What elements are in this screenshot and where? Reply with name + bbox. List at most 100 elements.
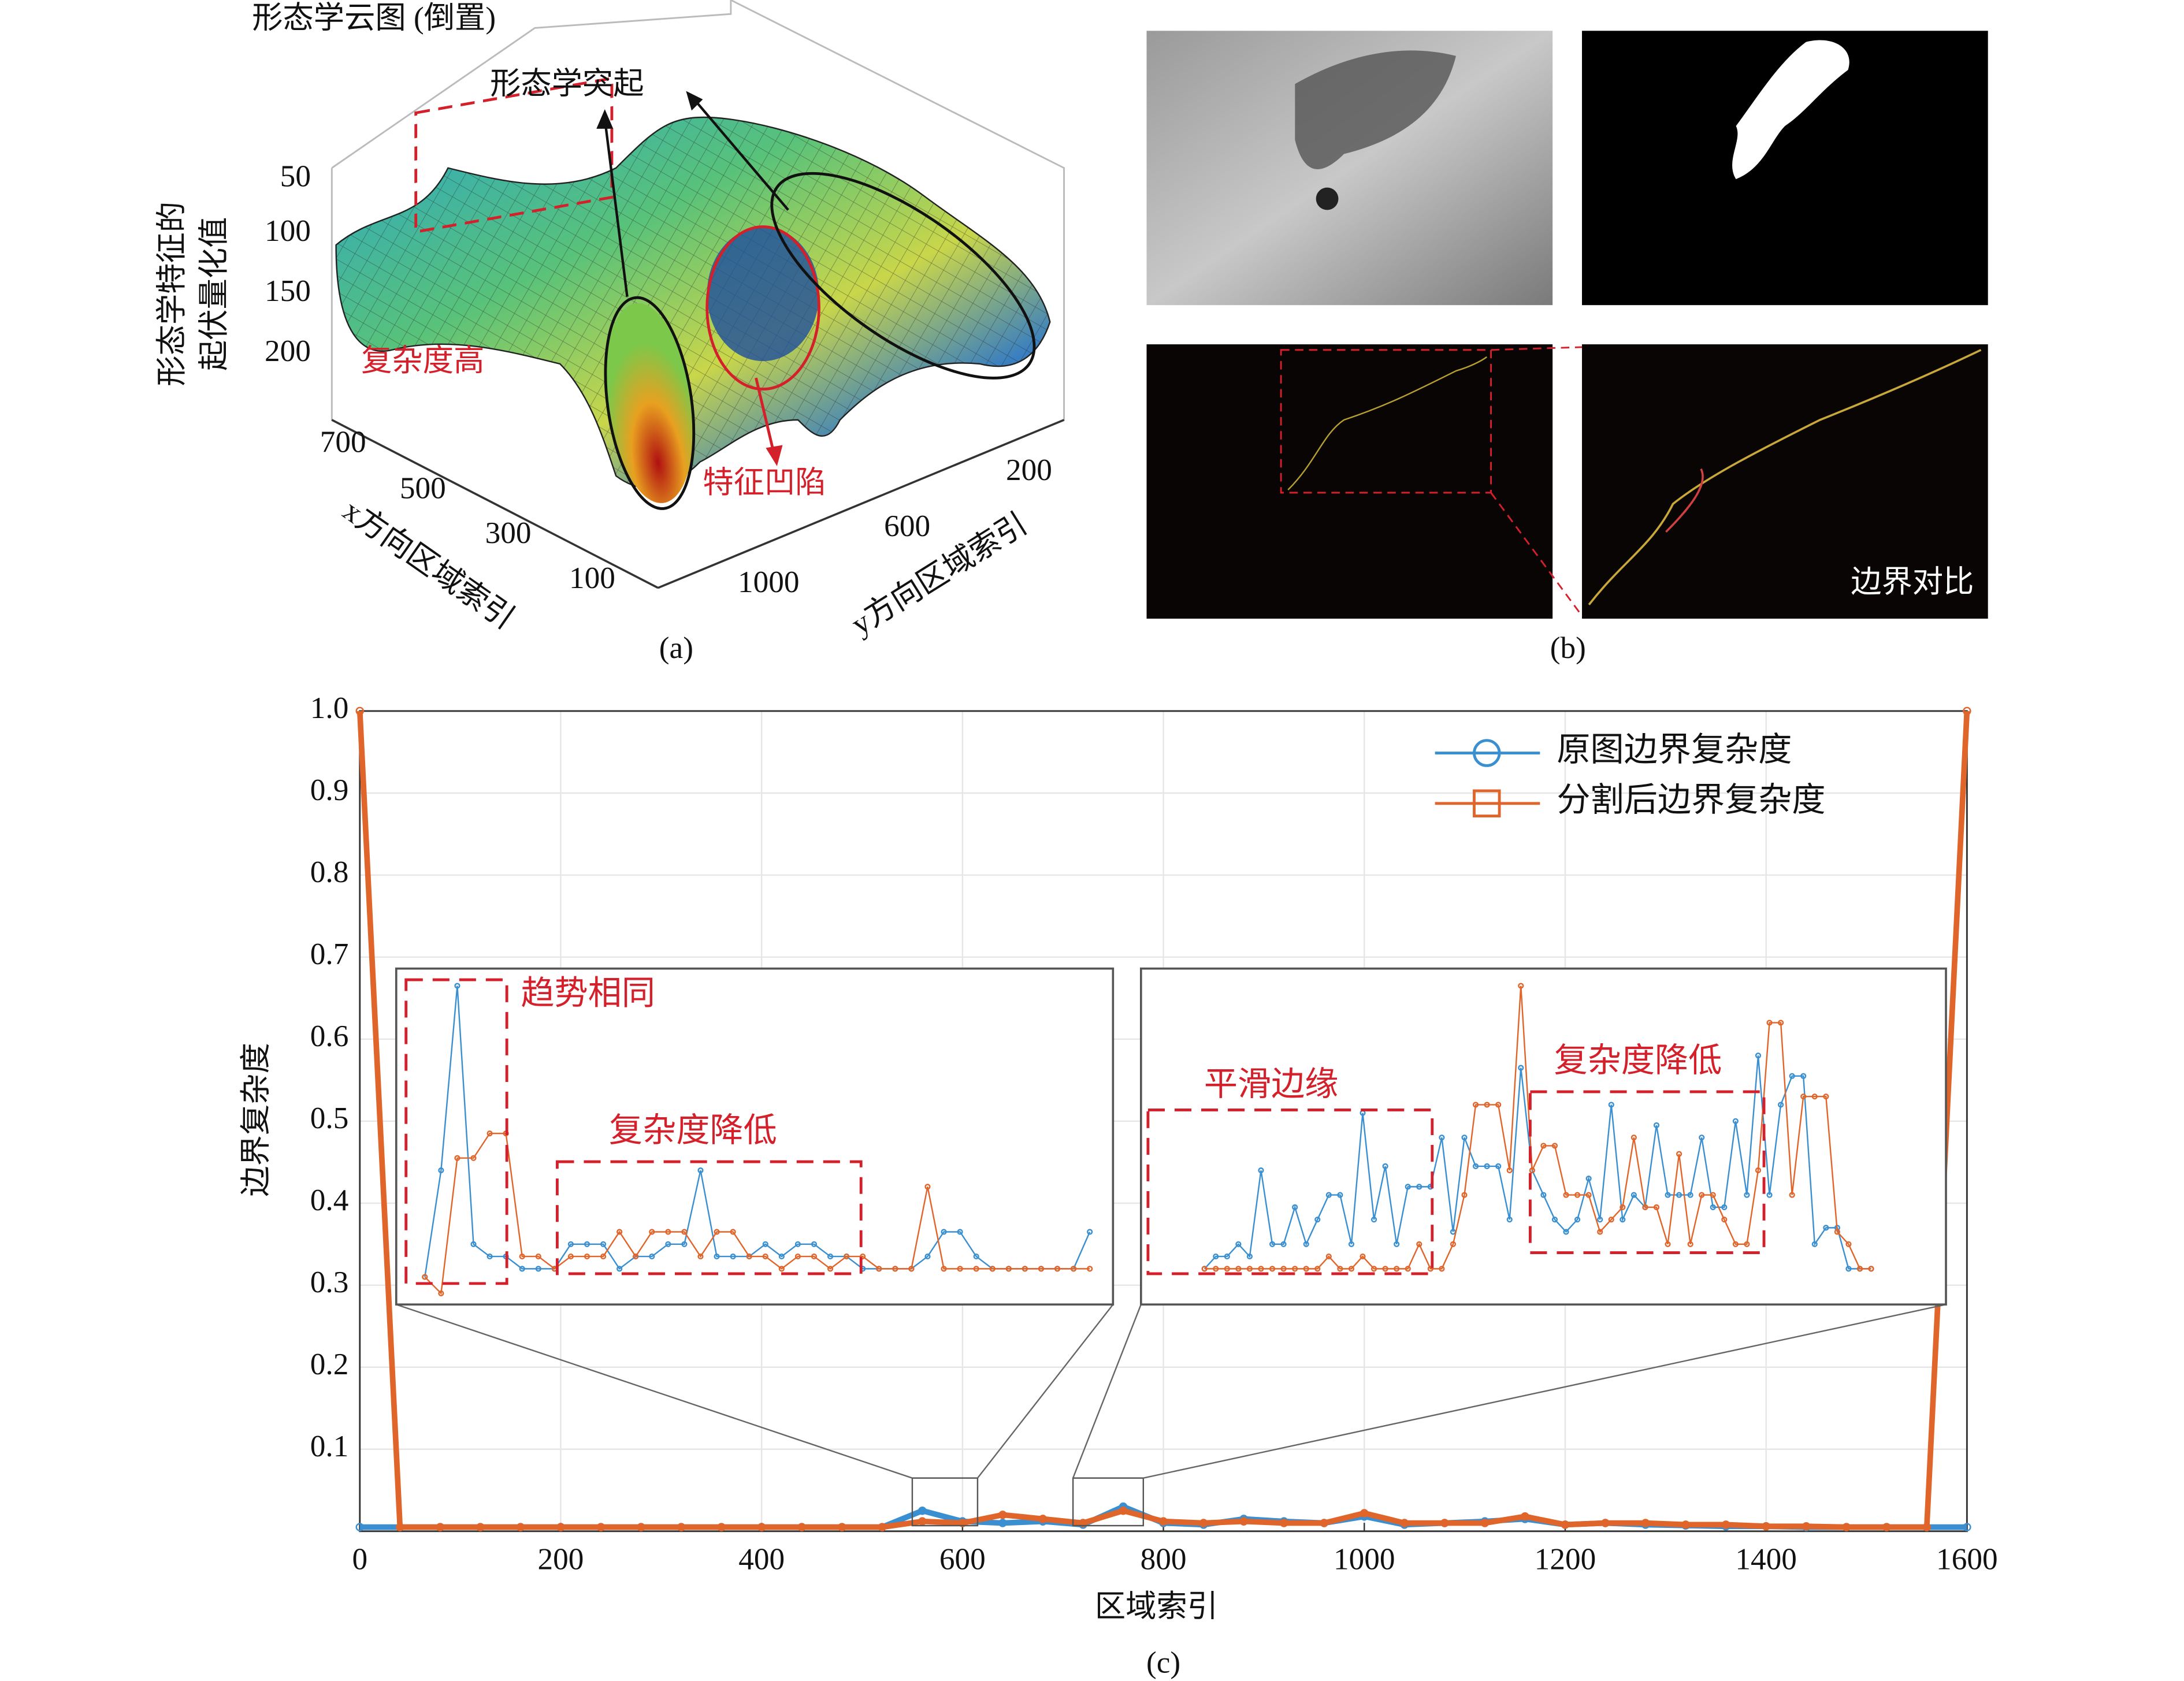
- point: [1676, 1151, 1682, 1157]
- x-tick-label: 700: [320, 425, 366, 459]
- point: [794, 1253, 801, 1260]
- point: [1642, 1204, 1648, 1210]
- point: [1608, 1217, 1614, 1223]
- point: [1755, 1167, 1762, 1174]
- point: [1159, 1517, 1168, 1526]
- panel-b: [1146, 31, 1988, 619]
- caption: (a): [659, 631, 693, 665]
- point: [1484, 1102, 1490, 1108]
- point: [596, 1523, 606, 1531]
- point: [998, 1511, 1007, 1519]
- point: [973, 1253, 979, 1260]
- point: [1079, 1519, 1087, 1527]
- y-tick-label: 0.8: [310, 855, 349, 889]
- x-tick-label: 400: [738, 1542, 785, 1576]
- point: [730, 1253, 736, 1260]
- point: [860, 1253, 866, 1260]
- point: [1337, 1266, 1343, 1272]
- point: [556, 1523, 565, 1531]
- point: [1755, 1053, 1762, 1059]
- point: [665, 1241, 671, 1247]
- point: [1518, 983, 1524, 989]
- point: [1630, 1135, 1637, 1141]
- point: [1303, 1266, 1309, 1272]
- point: [584, 1241, 590, 1247]
- point: [1370, 1217, 1377, 1223]
- point: [908, 1266, 915, 1272]
- point: [1800, 1094, 1807, 1100]
- annotation-box: [1146, 1109, 1434, 1275]
- point: [989, 1266, 996, 1272]
- point: [1005, 1266, 1012, 1272]
- point: [762, 1253, 768, 1260]
- series-line: [356, 711, 1970, 1530]
- point: [1280, 1266, 1287, 1272]
- series-line: [1204, 1055, 1871, 1270]
- z-axis-label: 形态学特征的: [155, 202, 189, 386]
- point: [1224, 1253, 1230, 1260]
- point: [665, 1229, 671, 1235]
- point: [519, 1253, 525, 1260]
- point: [454, 983, 460, 989]
- y-tick-label: 0.9: [310, 773, 349, 807]
- point: [584, 1253, 590, 1260]
- legend-marker: [1473, 739, 1501, 767]
- point: [1472, 1163, 1479, 1169]
- point: [730, 1229, 736, 1235]
- point: [1521, 1512, 1529, 1521]
- point: [1540, 1143, 1547, 1149]
- annotation: 平滑边缘: [1204, 1065, 1339, 1103]
- x-tick-label: 1000: [1334, 1542, 1395, 1576]
- zoom-connector: [1072, 1304, 1142, 1479]
- point: [1789, 1073, 1795, 1079]
- y-tick-label: 0.1: [310, 1429, 349, 1463]
- point: [1856, 1266, 1863, 1272]
- point: [1963, 1523, 1971, 1531]
- point: [1681, 1520, 1690, 1529]
- y-tick-label: 0.3: [310, 1265, 349, 1299]
- y-tick-label: 0.5: [310, 1101, 349, 1135]
- point: [1337, 1192, 1343, 1198]
- y-tick-label: 0.4: [310, 1183, 349, 1217]
- point: [714, 1253, 720, 1260]
- point: [1484, 1163, 1490, 1169]
- point: [1823, 1094, 1829, 1100]
- annotation: 形态学突起: [490, 66, 644, 101]
- point: [958, 1519, 967, 1527]
- point: [1732, 1241, 1739, 1247]
- point: [1665, 1192, 1671, 1198]
- point: [1119, 1506, 1128, 1515]
- point: [778, 1266, 785, 1272]
- point: [1416, 1241, 1422, 1247]
- point: [1400, 1519, 1409, 1527]
- point: [1394, 1266, 1400, 1272]
- point: [486, 1253, 493, 1260]
- image-label: 边界对比: [1851, 565, 1974, 599]
- point: [1495, 1102, 1502, 1108]
- point: [892, 1266, 898, 1272]
- point: [1687, 1192, 1693, 1198]
- x-tick-label: 600: [939, 1542, 986, 1576]
- point: [876, 1266, 882, 1272]
- y-tick-label: 0.2: [310, 1347, 349, 1381]
- point: [1551, 1217, 1558, 1223]
- point: [1687, 1241, 1693, 1247]
- point: [355, 706, 365, 716]
- point: [1811, 1241, 1818, 1247]
- point: [1620, 1217, 1626, 1223]
- point: [677, 1523, 686, 1531]
- point: [1224, 1266, 1230, 1272]
- point: [1439, 1135, 1445, 1141]
- point: [1665, 1241, 1671, 1247]
- point: [717, 1523, 726, 1531]
- y-tick-label: 200: [1006, 453, 1052, 487]
- point: [1823, 1225, 1829, 1231]
- point: [1269, 1266, 1276, 1272]
- point: [794, 1241, 801, 1247]
- point: [1585, 1176, 1592, 1182]
- point: [1292, 1266, 1298, 1272]
- point: [1405, 1184, 1411, 1190]
- point: [918, 1517, 927, 1526]
- point: [681, 1241, 688, 1247]
- panel-a-title: 形态学云图 (倒置): [252, 1, 496, 35]
